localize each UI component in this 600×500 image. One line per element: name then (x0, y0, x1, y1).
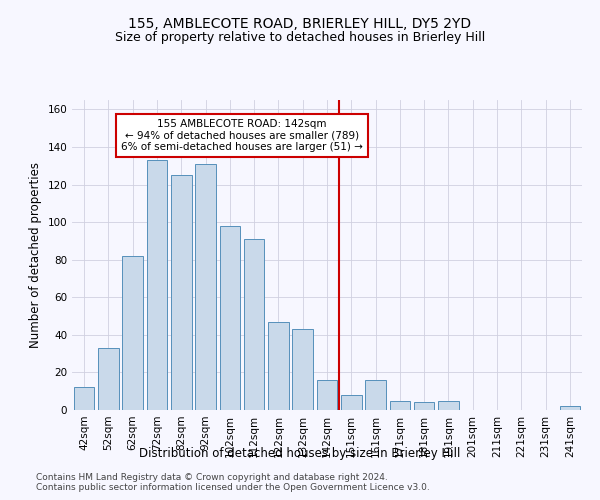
Text: 155, AMBLECOTE ROAD, BRIERLEY HILL, DY5 2YD: 155, AMBLECOTE ROAD, BRIERLEY HILL, DY5 … (128, 18, 472, 32)
Bar (292, 329, 313, 410)
Bar (414, 402, 434, 410)
Bar (389, 400, 410, 410)
Bar (268, 322, 289, 410)
Bar (171, 175, 191, 410)
Bar (146, 160, 167, 410)
Bar (317, 380, 337, 410)
Bar (365, 380, 386, 410)
Bar (438, 400, 459, 410)
Y-axis label: Number of detached properties: Number of detached properties (29, 162, 42, 348)
Bar (98, 348, 119, 410)
Bar (195, 164, 216, 410)
Bar (244, 239, 265, 410)
Bar (220, 226, 240, 410)
Text: Contains HM Land Registry data © Crown copyright and database right 2024.: Contains HM Land Registry data © Crown c… (36, 472, 388, 482)
Bar (122, 256, 143, 410)
Bar (560, 406, 580, 410)
Text: Contains public sector information licensed under the Open Government Licence v3: Contains public sector information licen… (36, 484, 430, 492)
Text: 155 AMBLECOTE ROAD: 142sqm
← 94% of detached houses are smaller (789)
6% of semi: 155 AMBLECOTE ROAD: 142sqm ← 94% of deta… (121, 119, 363, 152)
Text: Size of property relative to detached houses in Brierley Hill: Size of property relative to detached ho… (115, 31, 485, 44)
Bar (341, 395, 362, 410)
Bar (74, 388, 94, 410)
Text: Distribution of detached houses by size in Brierley Hill: Distribution of detached houses by size … (139, 448, 461, 460)
